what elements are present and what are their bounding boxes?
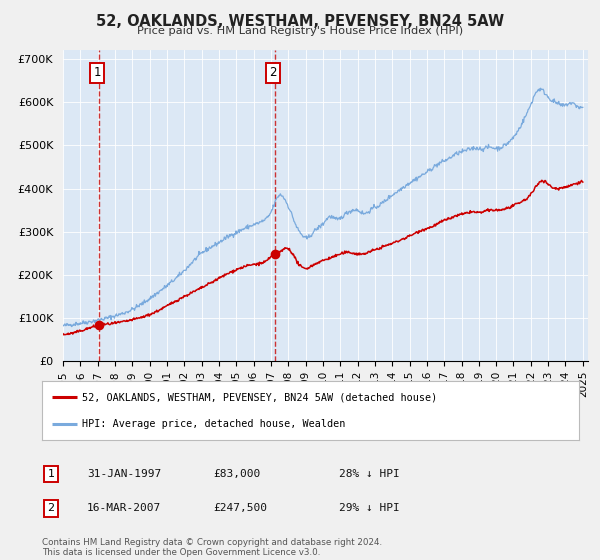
Text: 31-JAN-1997: 31-JAN-1997 xyxy=(87,469,161,479)
Text: 2: 2 xyxy=(47,503,55,514)
Text: 1: 1 xyxy=(94,66,101,80)
Text: 29% ↓ HPI: 29% ↓ HPI xyxy=(339,503,400,514)
Text: 2: 2 xyxy=(269,66,277,80)
Text: Price paid vs. HM Land Registry's House Price Index (HPI): Price paid vs. HM Land Registry's House … xyxy=(137,26,463,36)
Text: 52, OAKLANDS, WESTHAM, PEVENSEY, BN24 5AW: 52, OAKLANDS, WESTHAM, PEVENSEY, BN24 5A… xyxy=(96,14,504,29)
Text: Contains HM Land Registry data © Crown copyright and database right 2024.
This d: Contains HM Land Registry data © Crown c… xyxy=(42,538,382,557)
Text: 28% ↓ HPI: 28% ↓ HPI xyxy=(339,469,400,479)
Text: 1: 1 xyxy=(47,469,55,479)
Text: 16-MAR-2007: 16-MAR-2007 xyxy=(87,503,161,514)
Text: £83,000: £83,000 xyxy=(213,469,260,479)
Text: 52, OAKLANDS, WESTHAM, PEVENSEY, BN24 5AW (detached house): 52, OAKLANDS, WESTHAM, PEVENSEY, BN24 5A… xyxy=(82,392,437,402)
Text: £247,500: £247,500 xyxy=(213,503,267,514)
Text: HPI: Average price, detached house, Wealden: HPI: Average price, detached house, Weal… xyxy=(82,419,346,430)
